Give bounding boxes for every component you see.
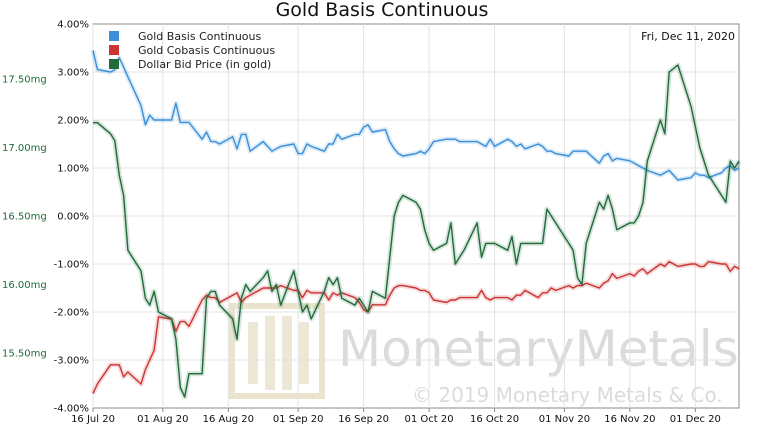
watermark-copyright: © 2019 Monetary Metals & Co. xyxy=(412,383,723,407)
y-tick-right: -4.00% xyxy=(54,404,89,415)
legend-swatch xyxy=(109,31,119,41)
y-tick-right: 3.00% xyxy=(57,68,89,79)
watermark-brand: MonetaryMetals xyxy=(338,320,739,378)
axis-bottom: 16 Jul 20 01 Aug 20 16 Aug 20 01 Sep 20 16 S… xyxy=(71,408,721,425)
series-layer xyxy=(90,49,742,400)
axis-left: 17.50mg 17.00mg 16.50mg 16.00mg 15.50mg xyxy=(2,74,47,359)
x-tick: 16 Sep 20 xyxy=(338,414,389,425)
x-tick: 16 Jul 20 xyxy=(71,414,115,425)
y-tick-left: 16.50mg xyxy=(2,212,47,223)
y-tick-right: 1.00% xyxy=(57,164,89,175)
y-tick-left: 17.00mg xyxy=(2,143,47,154)
watermark: MonetaryMetals © 2019 Monetary Metals & … xyxy=(229,303,739,407)
chart-date: Fri, Dec 11, 2020 xyxy=(641,30,735,43)
legend-label: Gold Cobasis Continuous xyxy=(138,44,275,57)
x-tick: 01 Dec 20 xyxy=(670,414,721,425)
legend-label: Dollar Bid Price (in gold) xyxy=(138,58,271,71)
y-tick-left: 17.50mg xyxy=(2,74,47,85)
watermark-logo-icon xyxy=(229,303,325,399)
legend-label: Gold Basis Continuous xyxy=(138,30,261,43)
legend-item-dollar-bid[interactable]: Dollar Bid Price (in gold) xyxy=(109,58,271,71)
legend: Gold Basis Continuous Gold Cobasis Conti… xyxy=(109,30,275,71)
y-tick-right: -3.00% xyxy=(54,356,89,367)
y-tick-right: 4.00% xyxy=(57,20,89,31)
grid xyxy=(92,24,739,408)
y-tick-right: 2.00% xyxy=(57,116,89,127)
series-basis-line xyxy=(92,50,740,181)
y-tick-right: 0.00% xyxy=(57,212,89,223)
x-tick: 16 Nov 20 xyxy=(604,414,655,425)
x-tick: 01 Sep 20 xyxy=(273,414,324,425)
chart-title: Gold Basis Continuous xyxy=(276,0,489,21)
series-dollar-bid-line xyxy=(93,64,740,398)
x-tick: 16 Aug 20 xyxy=(203,414,254,425)
x-tick: 01 Nov 20 xyxy=(539,414,590,425)
x-tick: 01 Aug 20 xyxy=(137,414,188,425)
y-tick-left: 16.00mg xyxy=(2,280,47,291)
x-tick: 01 Oct 20 xyxy=(405,414,454,425)
y-tick-right: -1.00% xyxy=(54,260,89,271)
legend-item-basis[interactable]: Gold Basis Continuous xyxy=(109,30,261,43)
y-tick-left: 15.50mg xyxy=(2,349,47,360)
legend-item-cobasis[interactable]: Gold Cobasis Continuous xyxy=(109,44,275,57)
y-tick-right: -2.00% xyxy=(54,308,89,319)
axis-right: 4.00% 3.00% 2.00% 1.00% 0.00% -1.00% -2.00% -3.… xyxy=(54,20,89,415)
legend-swatch xyxy=(109,59,119,69)
x-tick: 16 Oct 20 xyxy=(470,414,519,425)
legend-swatch xyxy=(109,45,119,55)
